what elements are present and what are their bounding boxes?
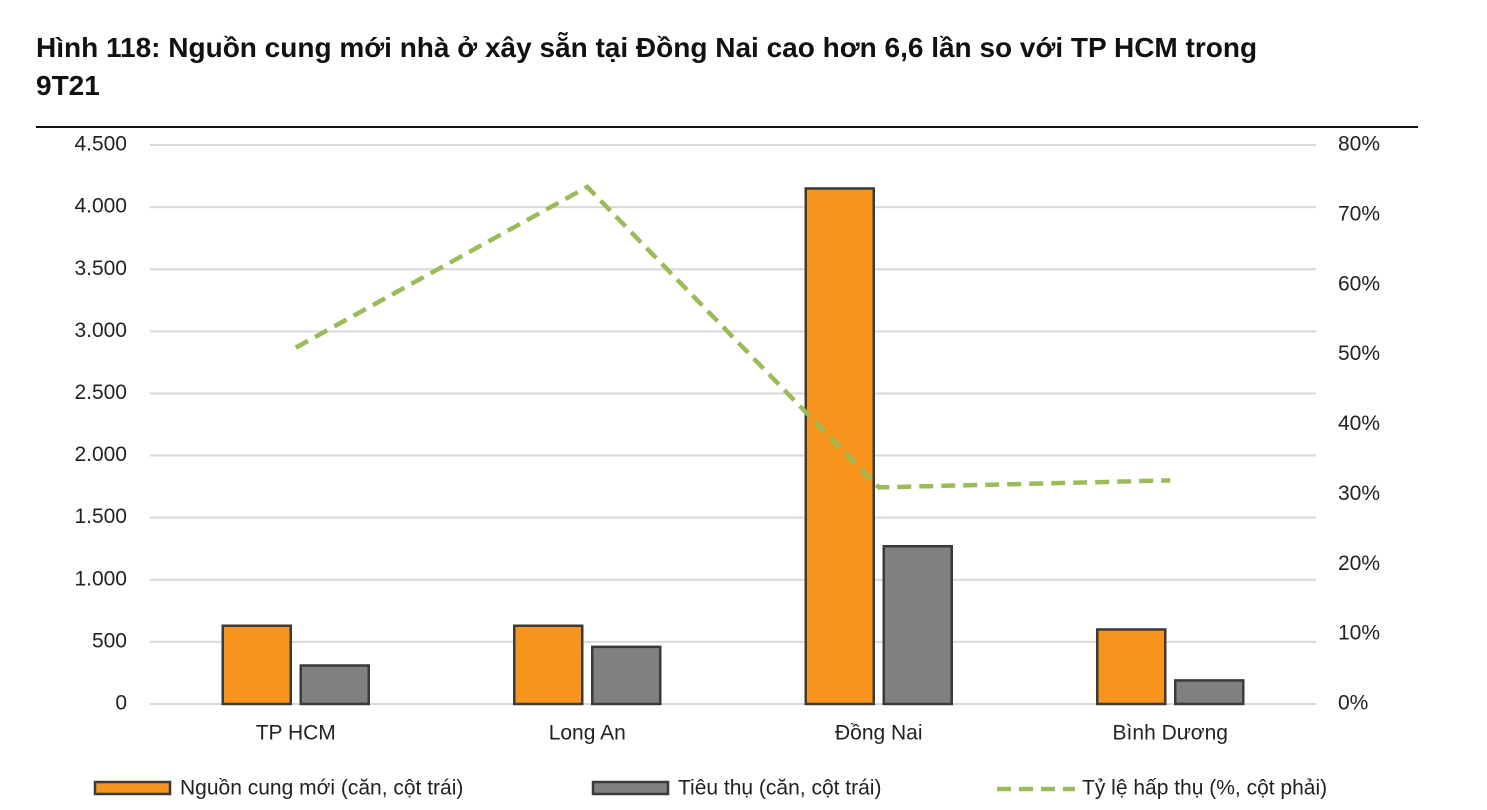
x-tick-label: Long An (549, 722, 626, 745)
y2-tick-label: 70% (1338, 202, 1380, 225)
y2-tick-label: 50% (1338, 342, 1380, 365)
legend-swatch (591, 780, 670, 796)
y-tick-label: 0 (115, 692, 127, 715)
bar (1096, 628, 1167, 706)
bar (221, 624, 292, 706)
y-tick-label: 1.500 (74, 505, 127, 528)
y-tick-label: 2.000 (74, 443, 127, 466)
y-tick-label: 2.500 (74, 381, 127, 404)
y2-tick-label: 40% (1338, 412, 1380, 435)
legend-label: Tỷ lệ hấp thụ (%, cột phải) (1082, 777, 1327, 800)
y2-tick-label: 80% (1338, 133, 1380, 156)
x-tick-label: TP HCM (256, 722, 336, 745)
bar (1174, 679, 1245, 706)
legend-label: Nguồn cung mới (căn, cột trái) (180, 777, 463, 800)
y-tick-label: 4.000 (74, 195, 127, 218)
y2-tick-label: 30% (1338, 482, 1380, 505)
legend-label: Tiêu thụ (căn, cột trái) (678, 777, 881, 800)
bar (591, 645, 662, 706)
y2-tick-label: 0% (1338, 692, 1368, 715)
y2-tick-label: 10% (1338, 622, 1380, 645)
legend-swatch (93, 780, 172, 796)
y-tick-label: 500 (92, 629, 127, 652)
y2-tick-label: 60% (1338, 272, 1380, 295)
y-tick-label: 1.000 (74, 567, 127, 590)
bar (513, 624, 584, 706)
y-tick-label: 4.500 (74, 133, 127, 156)
bar (882, 544, 953, 706)
line (294, 184, 1171, 490)
y-tick-label: 3.000 (74, 319, 127, 342)
x-tick-label: Đồng Nai (835, 722, 923, 745)
y2-tick-label: 20% (1338, 552, 1380, 575)
x-tick-label: Bình Dương (1113, 722, 1228, 745)
chart-title: Hình 118: Nguồn cung mới nhà ở xây sẵn t… (36, 31, 1257, 101)
bar (299, 664, 370, 706)
y-tick-label: 3.500 (74, 257, 127, 280)
